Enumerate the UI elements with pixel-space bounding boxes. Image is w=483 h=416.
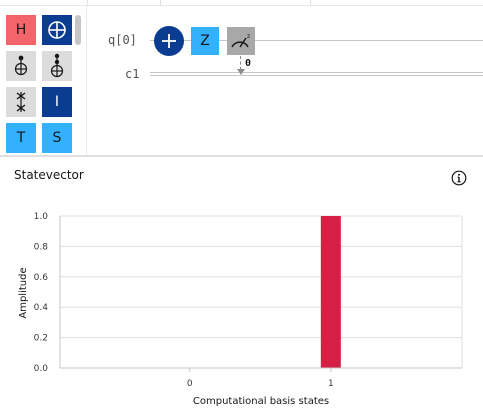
s-gate-label: S — [52, 130, 62, 146]
s-gate[interactable]: S — [42, 123, 72, 153]
y-tick-label: 1.0 — [34, 212, 49, 222]
y-tick-label: 0.4 — [34, 303, 49, 313]
circuit-composer: H — [0, 0, 483, 156]
panel-divider — [0, 155, 483, 157]
y-axis-label: Amplitude — [18, 267, 29, 318]
info-icon[interactable] — [451, 170, 467, 186]
classical-wire — [150, 72, 483, 76]
chart-grid — [60, 215, 462, 369]
identity-gate-label: I — [54, 94, 60, 110]
qubit-wire — [150, 40, 483, 41]
h-gate-label: H — [15, 22, 27, 38]
svg-text:z: z — [247, 33, 250, 40]
chart-axes: 0.0 0.2 0.4 0.6 0.8 1.0 0 1 — [34, 212, 463, 389]
y-tick-label: 0.0 — [34, 364, 49, 374]
h-gate[interactable]: H — [6, 15, 36, 45]
circuit-canvas: q[0] c1 Z z 0 — [88, 6, 483, 156]
swap-gate[interactable] — [6, 87, 36, 117]
statevector-chart: 0.0 0.2 0.4 0.6 0.8 1.0 0 1 Amplitude Computati… — [18, 212, 463, 407]
x-tick-label: 0 — [187, 379, 193, 389]
plus-icon — [162, 34, 176, 48]
y-tick-label: 0.2 — [34, 334, 48, 344]
column-divider — [87, 0, 88, 6]
qubit-label[interactable]: q[0] — [108, 33, 137, 47]
column-divider — [310, 0, 311, 6]
z-gate-label: Z — [200, 33, 210, 49]
y-tick-label: 0.6 — [34, 273, 49, 283]
toffoli-gate[interactable] — [6, 51, 36, 81]
z-gate-instance[interactable]: Z — [191, 27, 219, 55]
toffoli-gate-2[interactable] — [42, 51, 72, 81]
gate-palette: H — [0, 6, 87, 156]
toffoli-icon — [14, 55, 28, 76]
bar-state-1[interactable] — [320, 216, 341, 368]
x-gate-instance[interactable] — [154, 26, 184, 56]
identity-gate[interactable]: I — [42, 87, 72, 117]
column-divider — [160, 0, 161, 6]
measure-icon: z — [231, 33, 250, 48]
measure-gate-instance[interactable]: z — [227, 27, 255, 55]
composer-top-border — [0, 0, 483, 6]
measure-arrow-icon — [237, 69, 245, 75]
palette-scrollbar[interactable] — [75, 15, 81, 45]
cnot-gate[interactable] — [42, 15, 72, 45]
chart-bars — [320, 216, 341, 368]
swap-icon — [16, 92, 26, 112]
t-gate[interactable]: T — [6, 123, 36, 153]
statevector-title: Statevector — [14, 168, 84, 182]
measure-connector — [240, 56, 241, 70]
x-axis-label: Computational basis states — [193, 396, 329, 407]
measure-bit-index: 0 — [245, 58, 252, 69]
toffoli-icon — [50, 53, 64, 78]
y-tick-label: 0.8 — [34, 242, 49, 252]
classical-register-label[interactable]: c1 — [125, 67, 140, 81]
t-gate-label: T — [16, 130, 26, 146]
x-tick-label: 1 — [328, 379, 334, 389]
oplus-icon — [48, 21, 66, 39]
